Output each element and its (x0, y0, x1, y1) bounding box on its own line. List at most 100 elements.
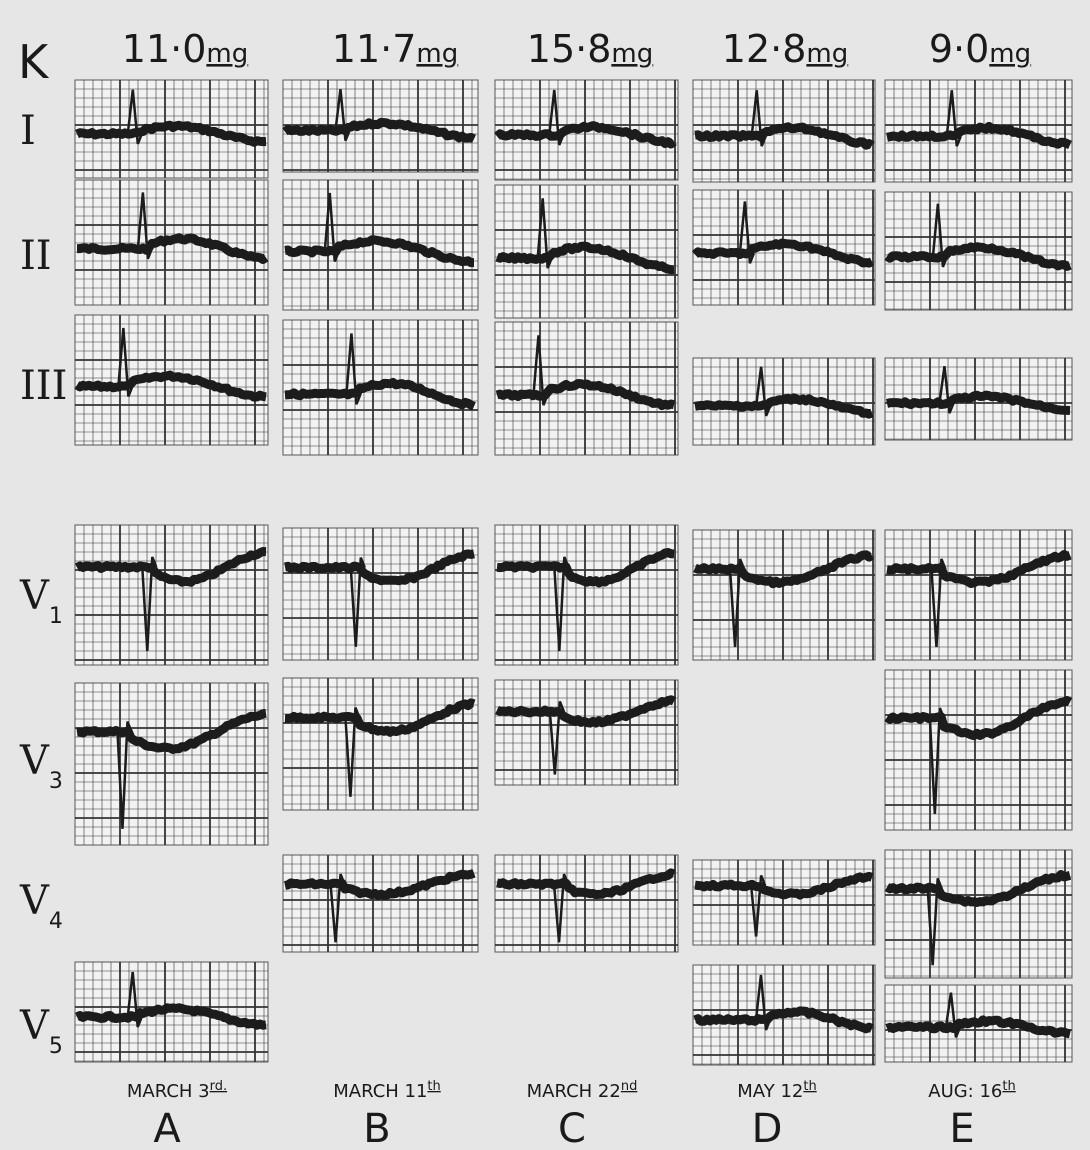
qrs-spike (930, 558, 947, 648)
qrs-spike (141, 556, 158, 652)
ecg-trace (693, 550, 875, 589)
ecg-trace (283, 235, 476, 268)
qrs-spike (116, 721, 133, 829)
dose-unit: mg (989, 39, 1031, 69)
qrs-spike (750, 90, 767, 147)
dose-header: 15·8mg (527, 27, 653, 71)
date-text: AUG: 16 (928, 1081, 1002, 1102)
ecg-trace (495, 241, 676, 275)
ecg-strip (74, 179, 269, 306)
lead-name: V (19, 738, 50, 784)
figure-label: K (18, 35, 50, 89)
qrs-spike (334, 89, 351, 142)
dose-value: 9·0 (929, 27, 989, 71)
date-label: AUG: 16th (928, 1079, 1015, 1102)
date-suffix: th (1002, 1079, 1015, 1094)
ecg-strip (692, 79, 876, 183)
qrs-spike (536, 198, 553, 269)
ecg-trace (75, 1003, 268, 1030)
ecg-trace (885, 390, 1072, 415)
strip-paper (74, 524, 269, 666)
ecg-trace (884, 242, 1072, 271)
ecg-strip (884, 79, 1073, 183)
strip-paper (884, 669, 1073, 831)
lead-name: V (19, 878, 50, 924)
strip-paper (884, 849, 1073, 979)
qrs-spike (345, 333, 362, 405)
ecg-strip (494, 524, 679, 666)
strip-paper (884, 529, 1073, 661)
date-text: MARCH 22 (527, 1081, 621, 1102)
ecg-strip (282, 527, 479, 661)
dose-value: 12·8 (722, 27, 807, 71)
ecg-strip (494, 679, 679, 786)
ecg-strip (282, 79, 479, 173)
ecg-trace (494, 121, 677, 149)
ecg-strip (692, 964, 876, 1066)
date-suffix: nd (621, 1079, 638, 1094)
dose-header: 9·0mg (929, 27, 1031, 71)
lead-label: V5 (19, 1003, 63, 1059)
dose-unit: mg (206, 39, 248, 69)
ecg-strip (692, 357, 876, 446)
qrs-spike (117, 327, 134, 397)
ecg-trace (74, 370, 268, 402)
lead-name: II (20, 233, 52, 279)
ecg-trace (885, 1015, 1072, 1039)
date-text: MARCH 3 (127, 1081, 210, 1102)
ecg-strip (884, 849, 1073, 979)
column-letter: C (558, 1106, 586, 1150)
ecg-trace (693, 871, 874, 900)
lead-subscript: 4 (49, 909, 63, 934)
strip-paper (494, 854, 679, 953)
qrs-spike (749, 875, 767, 937)
dose-value: 15·8 (527, 27, 612, 71)
qrs-spike (926, 877, 943, 966)
strip-paper (494, 524, 679, 666)
qrs-spike (928, 707, 946, 815)
column-letter: E (949, 1106, 974, 1150)
qrs-spike (329, 873, 346, 943)
ecg-trace (884, 870, 1072, 907)
ecg-strip (282, 854, 479, 953)
ecg-trace (885, 121, 1072, 150)
ecg-strip (494, 79, 679, 181)
column-letter: A (153, 1106, 181, 1150)
strip-paper (692, 859, 876, 946)
qrs-spike (754, 366, 772, 417)
qrs-spike (126, 971, 143, 1028)
lead-subscript: 5 (49, 1034, 63, 1059)
ecg-strip (692, 859, 876, 946)
ecg-trace (75, 708, 268, 754)
lead-label: II (20, 233, 52, 279)
ecg-trace (693, 1006, 875, 1034)
ecg-trace (691, 238, 875, 268)
dose-value: 11·7 (332, 27, 417, 71)
dose-value: 11·0 (122, 27, 207, 71)
date-label: MARCH 22nd (527, 1079, 638, 1102)
date-suffix: rd. (210, 1079, 228, 1094)
ecg-trace (495, 379, 676, 411)
date-text: MARCH 11 (333, 1081, 427, 1102)
ecg-trace (495, 695, 677, 728)
ecg-trace (74, 547, 268, 587)
ecg-trace (693, 122, 875, 150)
qrs-spike (931, 203, 949, 268)
ecg-trace (283, 868, 476, 901)
qrs-spike (136, 192, 154, 260)
lead-name: III (20, 363, 67, 409)
ecg-strip (884, 357, 1073, 441)
qrs-spike (728, 558, 746, 648)
ecg-strip (884, 191, 1073, 311)
ecg-strip (884, 529, 1073, 661)
qrs-spike (738, 201, 756, 264)
ecg-strip (74, 314, 269, 446)
qrs-spike (532, 335, 549, 406)
date-suffix: th (427, 1079, 440, 1094)
ecg-trace (884, 696, 1073, 741)
ecg-strip (74, 524, 269, 666)
ecg-trace (495, 548, 676, 588)
ecg-strip (494, 184, 679, 319)
lead-subscript: 3 (49, 769, 63, 794)
lead-label: V3 (19, 738, 63, 794)
